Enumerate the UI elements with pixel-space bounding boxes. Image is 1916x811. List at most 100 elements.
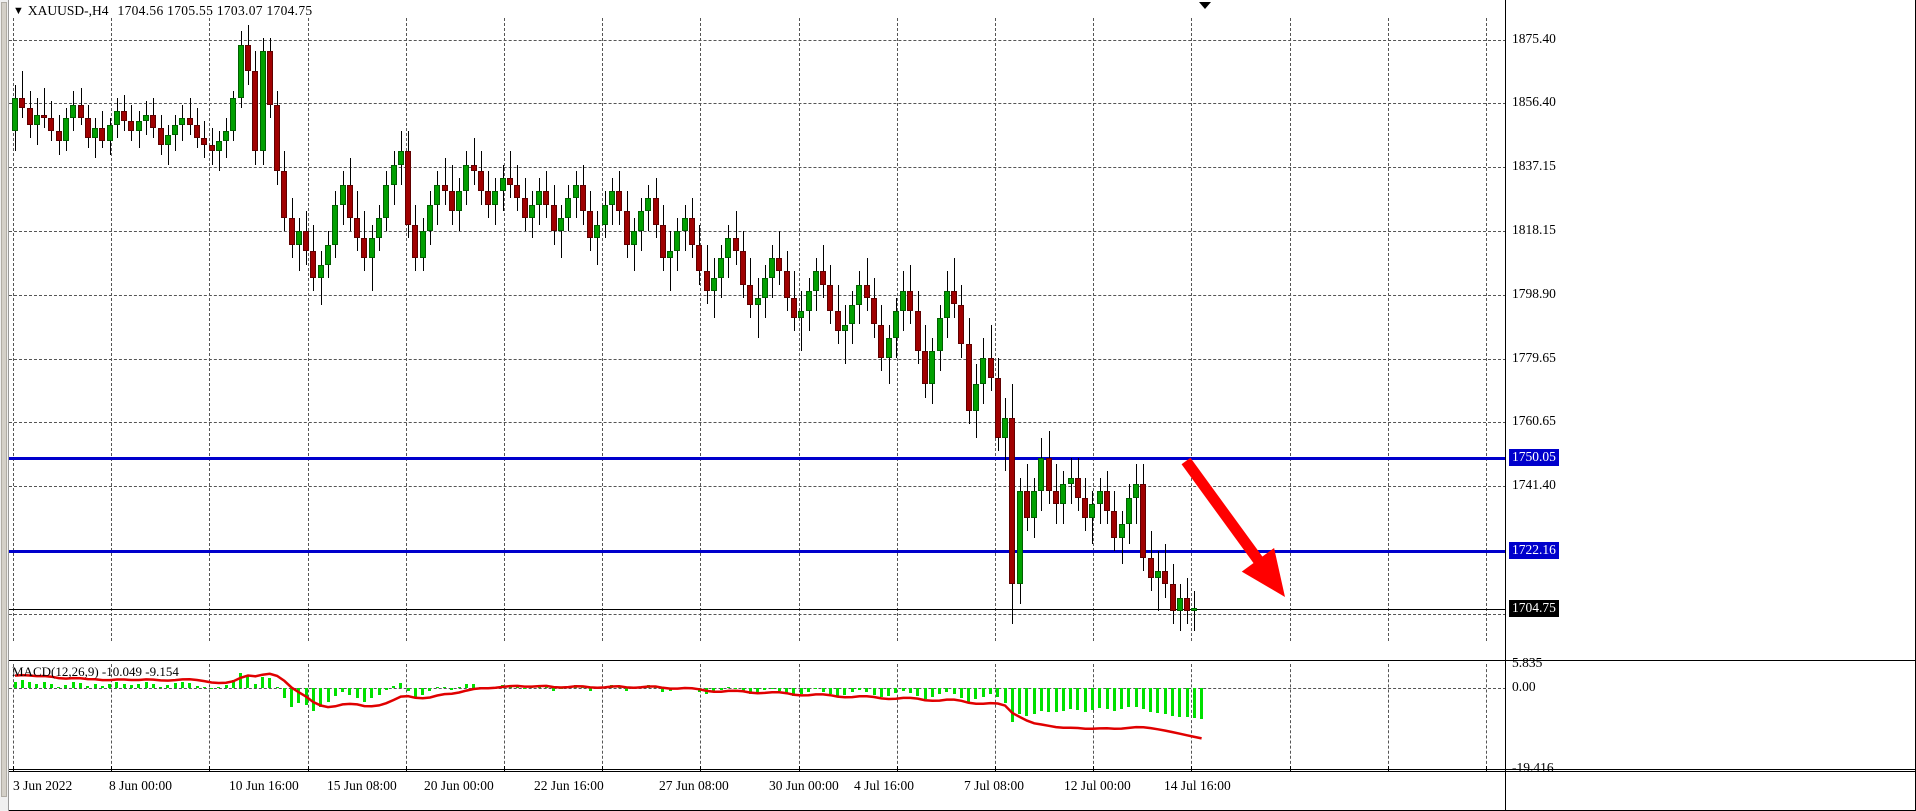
time-gridline bbox=[1387, 18, 1389, 641]
time-axis-tick bbox=[504, 766, 505, 772]
macd-histogram-bar bbox=[1083, 688, 1087, 712]
candle-body bbox=[579, 184, 586, 212]
time-gridline bbox=[209, 18, 211, 641]
candle-body bbox=[725, 237, 732, 258]
candle-body bbox=[892, 311, 899, 338]
candle-body bbox=[303, 231, 310, 252]
last-price-line[interactable] bbox=[9, 608, 1506, 610]
time-axis-tick bbox=[13, 766, 14, 772]
price-axis[interactable]: 1875.40 1856.40 1837.15 1818.15 1798.90 1779.… bbox=[1505, 0, 1916, 811]
macd-histogram-bar bbox=[544, 686, 548, 689]
candle-body bbox=[1082, 497, 1089, 518]
candle-body bbox=[820, 271, 827, 285]
macd-histogram-bar bbox=[392, 685, 396, 689]
time-gridline bbox=[1486, 18, 1487, 641]
candle-body bbox=[48, 117, 55, 132]
macd-histogram-bar bbox=[1090, 688, 1094, 710]
candle-body bbox=[223, 131, 230, 142]
macd-histogram-bar bbox=[86, 685, 90, 689]
support-resistance-line[interactable] bbox=[9, 549, 1506, 553]
macd-histogram-bar bbox=[122, 683, 126, 689]
macd-histogram-bar bbox=[836, 688, 840, 697]
candle-body bbox=[608, 191, 615, 205]
macd-axis-label: -19.416 bbox=[1512, 760, 1554, 775]
macd-histogram-bar bbox=[115, 682, 119, 689]
time-axis[interactable]: 3 Jun 2022 8 Jun 00:00 10 Jun 16:00 15 Jun … bbox=[9, 766, 1506, 811]
macd-histogram-bar bbox=[1032, 688, 1036, 715]
price-gridline bbox=[9, 613, 1506, 615]
candle-body bbox=[274, 104, 281, 172]
candle-wick bbox=[633, 217, 635, 272]
macd-histogram-bar bbox=[71, 681, 75, 689]
macd-indicator-pane[interactable] bbox=[9, 664, 1506, 769]
time-axis-label: 22 Jun 16:00 bbox=[534, 778, 604, 793]
candle-body bbox=[740, 251, 746, 285]
macd-histogram-bar bbox=[857, 688, 861, 690]
candle-body bbox=[914, 311, 921, 352]
macd-histogram-bar bbox=[1171, 688, 1175, 716]
macd-histogram-bar bbox=[719, 688, 723, 690]
time-axis-label: 8 Jun 00:00 bbox=[109, 778, 173, 793]
support-resistance-line[interactable] bbox=[9, 456, 1506, 460]
macd-histogram-bar bbox=[202, 687, 206, 689]
time-gridline bbox=[798, 18, 800, 641]
time-axis-label: 20 Jun 00:00 bbox=[424, 778, 494, 793]
macd-histogram-bar bbox=[311, 688, 315, 711]
macd-histogram-bar bbox=[726, 687, 730, 689]
macd-histogram-bar bbox=[406, 688, 410, 691]
time-axis-label: 30 Jun 00:00 bbox=[769, 778, 839, 793]
macd-histogram-bar bbox=[1054, 688, 1058, 713]
candle-body bbox=[1154, 571, 1161, 578]
candle-body bbox=[1002, 417, 1009, 438]
scrollbar-thumb[interactable] bbox=[1, 2, 7, 797]
candle-wick bbox=[189, 97, 191, 135]
vertical-scrollbar[interactable] bbox=[0, 0, 9, 811]
candle-body bbox=[55, 131, 62, 142]
candle-body bbox=[376, 217, 382, 238]
candle-body bbox=[827, 284, 834, 312]
candle-body bbox=[106, 124, 113, 142]
candle-body bbox=[1038, 457, 1045, 492]
candle-body bbox=[994, 377, 1001, 438]
candle-body bbox=[572, 184, 579, 198]
macd-histogram-bar bbox=[137, 683, 141, 689]
candle-body bbox=[1096, 491, 1103, 505]
time-axis-label: 4 Jul 16:00 bbox=[854, 778, 915, 793]
candle-body bbox=[834, 311, 841, 332]
candle-body bbox=[412, 224, 419, 258]
macd-histogram-bar bbox=[413, 688, 417, 699]
candle-wick bbox=[371, 224, 373, 292]
candle-body bbox=[1191, 607, 1198, 611]
price-chart-pane[interactable] bbox=[9, 18, 1506, 641]
time-gridline bbox=[405, 18, 407, 641]
symbol-label: XAUUSD-,H4 bbox=[27, 3, 109, 18]
candle-body bbox=[936, 317, 943, 352]
candle-body bbox=[325, 244, 332, 265]
candle-body bbox=[987, 357, 994, 378]
macd-histogram-bar bbox=[828, 688, 832, 695]
candle-body bbox=[426, 204, 433, 232]
macd-histogram-bar bbox=[377, 688, 381, 695]
candle-wick bbox=[954, 257, 956, 318]
time-axis-tick bbox=[602, 766, 604, 772]
macd-histogram-bar bbox=[777, 688, 781, 691]
macd-histogram-bar bbox=[231, 680, 235, 689]
time-axis-tick bbox=[798, 766, 800, 772]
candle-body bbox=[638, 211, 645, 232]
candle-body bbox=[368, 237, 375, 258]
candle-body bbox=[121, 111, 128, 122]
candle-body bbox=[630, 231, 637, 245]
candle-body bbox=[645, 197, 652, 212]
macd-histogram-bar bbox=[28, 682, 32, 689]
triangle-down-icon[interactable]: ▼ bbox=[13, 5, 24, 17]
candle-body bbox=[266, 51, 273, 105]
price-axis-label: 1798.90 bbox=[1512, 285, 1556, 301]
macd-histogram-bar bbox=[1061, 688, 1065, 711]
candle-body bbox=[1067, 477, 1074, 485]
candle-body bbox=[99, 127, 106, 142]
price-gridline bbox=[9, 230, 1506, 232]
macd-histogram-bar bbox=[195, 685, 199, 689]
price-axis-label: 1856.40 bbox=[1512, 94, 1556, 110]
macd-histogram-bar bbox=[1003, 688, 1007, 704]
candle-body bbox=[507, 177, 514, 185]
